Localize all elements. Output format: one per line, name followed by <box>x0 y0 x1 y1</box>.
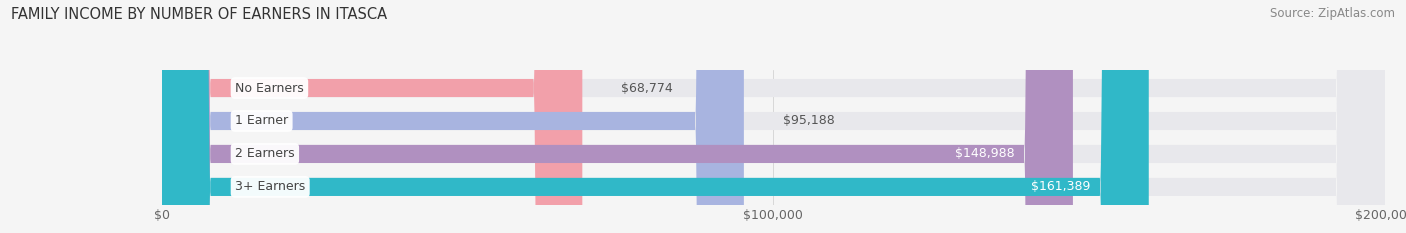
Text: $148,988: $148,988 <box>955 147 1014 161</box>
Text: 2 Earners: 2 Earners <box>235 147 295 161</box>
FancyBboxPatch shape <box>162 0 1385 233</box>
FancyBboxPatch shape <box>162 0 1149 233</box>
Text: No Earners: No Earners <box>235 82 304 95</box>
Text: Source: ZipAtlas.com: Source: ZipAtlas.com <box>1270 7 1395 20</box>
FancyBboxPatch shape <box>162 0 1385 233</box>
FancyBboxPatch shape <box>162 0 1385 233</box>
Text: $161,389: $161,389 <box>1031 180 1090 193</box>
FancyBboxPatch shape <box>162 0 1385 233</box>
Text: 3+ Earners: 3+ Earners <box>235 180 305 193</box>
Text: $68,774: $68,774 <box>621 82 673 95</box>
Text: $95,188: $95,188 <box>783 114 835 127</box>
Text: FAMILY INCOME BY NUMBER OF EARNERS IN ITASCA: FAMILY INCOME BY NUMBER OF EARNERS IN IT… <box>11 7 388 22</box>
FancyBboxPatch shape <box>162 0 1073 233</box>
FancyBboxPatch shape <box>162 0 582 233</box>
FancyBboxPatch shape <box>162 0 744 233</box>
Text: 1 Earner: 1 Earner <box>235 114 288 127</box>
